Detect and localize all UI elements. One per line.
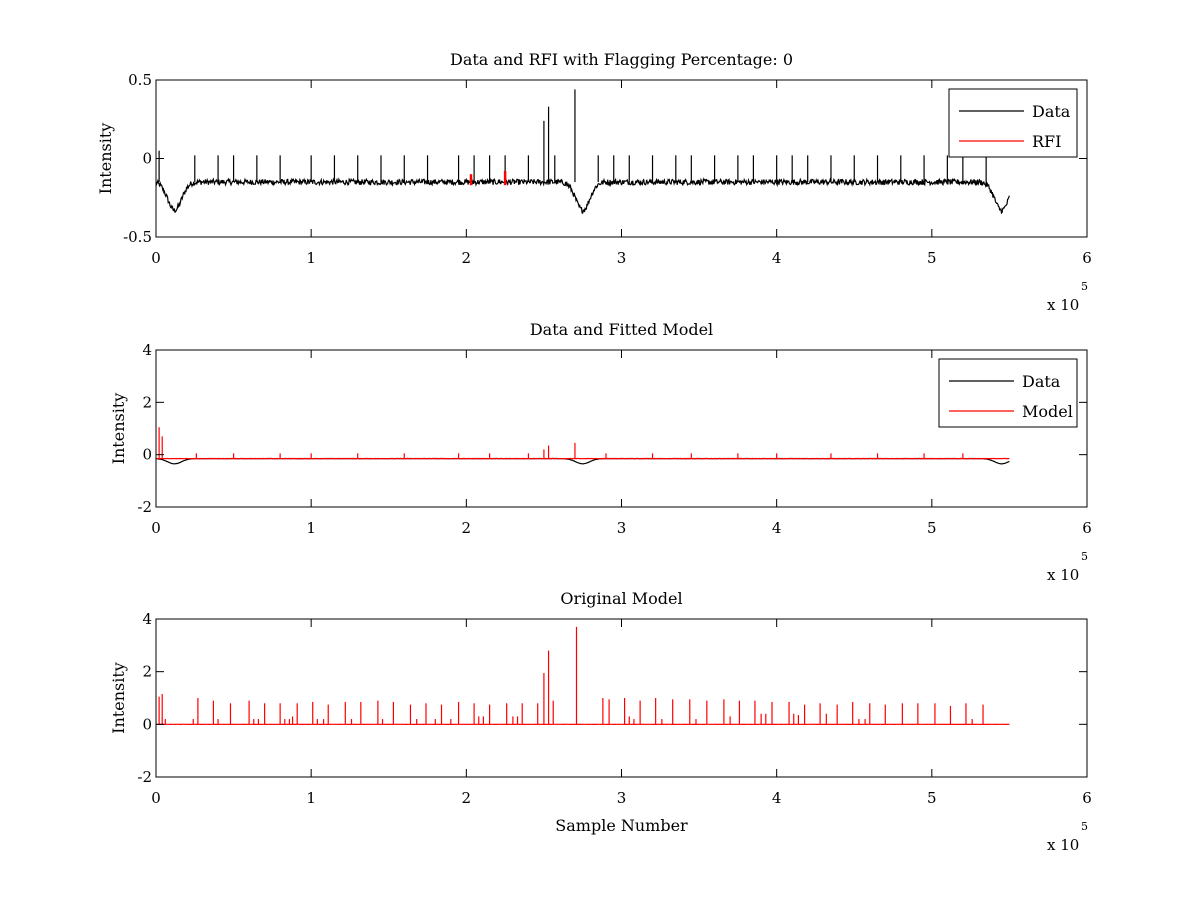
plot-area-3 xyxy=(156,626,1010,726)
legend-box-1 xyxy=(948,88,1078,158)
ytick-label-1-2: 0.5 xyxy=(128,71,152,89)
xtick-label-2-3: 3 xyxy=(617,519,627,537)
xtick-label-3-1: 1 xyxy=(306,789,316,807)
legend-label-model-2: Model xyxy=(1022,402,1073,421)
x-exponent-power-2: 5 xyxy=(1081,550,1088,563)
xtick-label-3-4: 4 xyxy=(772,789,782,807)
xtick-label-1-2: 2 xyxy=(462,249,472,267)
legend-label-data-1: Data xyxy=(1032,102,1071,121)
legend-label-rfi-1: RFI xyxy=(1032,132,1061,151)
xtick-label-3-6: 6 xyxy=(1082,789,1092,807)
xtick-label-3-5: 5 xyxy=(927,789,937,807)
xtick-label-1-3: 3 xyxy=(617,249,627,267)
ytick-label-2-0: -2 xyxy=(137,498,152,516)
plot-area-2 xyxy=(156,427,1010,465)
xtick-label-2-2: 2 xyxy=(462,519,472,537)
xtick-label-2-6: 6 xyxy=(1082,519,1092,537)
axes-box-3 xyxy=(155,618,1088,778)
xtick-label-3-3: 3 xyxy=(617,789,627,807)
xtick-label-3-2: 2 xyxy=(462,789,472,807)
ytick-label-1-0: -0.5 xyxy=(123,228,152,246)
y-axis-label-3: Intensity xyxy=(109,662,128,734)
ytick-label-3-2: 2 xyxy=(142,663,152,681)
x-exponent-label-1: x 10 xyxy=(1047,296,1079,314)
plot-area-1 xyxy=(156,89,1010,215)
ytick-label-3-3: 4 xyxy=(142,610,152,628)
ytick-label-3-1: 0 xyxy=(142,715,152,733)
chart-title-1: Data and RFI with Flagging Percentage: 0 xyxy=(450,50,793,69)
x-exponent-power-3: 5 xyxy=(1081,820,1088,833)
y-axis-label-1: Intensity xyxy=(96,123,115,195)
xtick-label-1-1: 1 xyxy=(306,249,316,267)
ytick-label-2-2: 2 xyxy=(142,393,152,411)
xtick-label-2-0: 0 xyxy=(151,519,161,537)
xtick-label-1-5: 5 xyxy=(927,249,937,267)
ytick-label-3-0: -2 xyxy=(137,768,152,786)
xtick-label-2-1: 1 xyxy=(306,519,316,537)
chart-title-2: Data and Fitted Model xyxy=(530,320,713,339)
chart-title-3: Original Model xyxy=(560,589,682,608)
x-exponent-label-2: x 10 xyxy=(1047,566,1079,584)
legend-1: Data RFI xyxy=(948,88,1078,158)
series-data-2-line xyxy=(156,457,1010,465)
x-exponent-label-3: x 10 xyxy=(1047,836,1079,854)
xtick-label-1-4: 4 xyxy=(772,249,782,267)
xtick-label-2-4: 4 xyxy=(772,519,782,537)
ytick-label-1-1: 0 xyxy=(142,150,152,168)
ytick-label-2-1: 0 xyxy=(142,446,152,464)
legend-2: Data Model xyxy=(938,358,1078,428)
legend-label-data-2: Data xyxy=(1022,372,1061,391)
y-axis-label-2: Intensity xyxy=(109,393,128,465)
xtick-label-3-0: 0 xyxy=(151,789,161,807)
legend-box-2 xyxy=(938,358,1078,428)
xtick-label-1-0: 0 xyxy=(151,249,161,267)
ytick-label-2-3: 4 xyxy=(142,341,152,359)
x-exponent-power-1: 5 xyxy=(1081,280,1088,293)
xtick-label-2-5: 5 xyxy=(927,519,937,537)
xtick-label-1-6: 6 xyxy=(1082,249,1092,267)
x-axis-label-3: Sample Number xyxy=(555,816,688,835)
series-data-1-line xyxy=(156,177,1010,215)
